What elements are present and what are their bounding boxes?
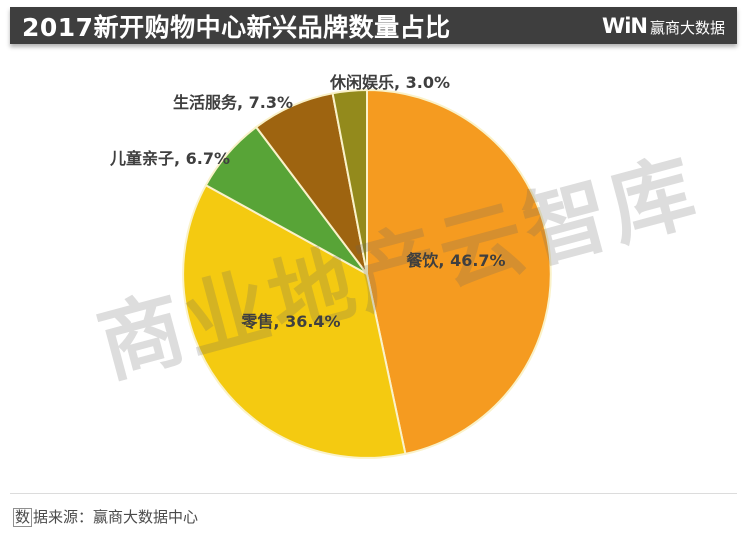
pie-label-3: 儿童亲子, 6.7% xyxy=(109,149,231,168)
source-first-char: 数 xyxy=(13,508,33,527)
header-bar: 2017新开购物中心新兴品牌数量占比 WiN 赢商大数据 xyxy=(10,7,737,44)
source-rest-text: 据来源：赢商大数据中心 xyxy=(33,508,199,526)
pie-slice-2 xyxy=(182,184,407,459)
brand-logo-text: 赢商大数据 xyxy=(649,18,725,37)
chart-panel: 商业地产云智库 餐饮, 46.7% 零售, 36.4% 儿童亲子, 6.7% 生活服务… xyxy=(0,44,745,493)
pie-label-4: 生活服务, 7.3% xyxy=(172,93,294,112)
pie-label-1: 餐饮, 46.7% xyxy=(406,251,506,270)
pie-slice-5 xyxy=(331,89,368,275)
win-logo-icon: WiN xyxy=(602,13,648,38)
pie-label-5: 休闲娱乐, 3.0% xyxy=(329,73,451,92)
data-source-text: 数据来源：赢商大数据中心 xyxy=(13,506,198,527)
pie-slice-1 xyxy=(366,89,552,455)
page-title: 2017新开购物中心新兴品牌数量占比 xyxy=(22,12,451,42)
brand-logo: WiN 赢商大数据 xyxy=(602,14,725,38)
footer-divider xyxy=(10,493,737,494)
pie-svg xyxy=(182,89,552,459)
pie-label-2: 零售, 36.4% xyxy=(241,312,341,331)
